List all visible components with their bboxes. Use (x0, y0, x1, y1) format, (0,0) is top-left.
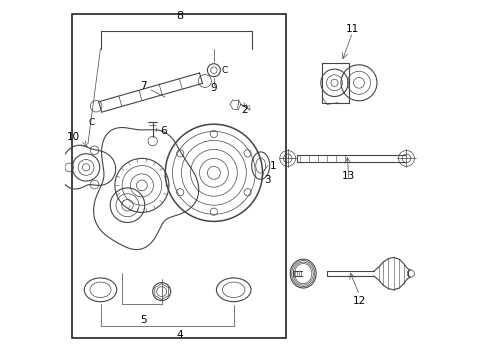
Text: C: C (88, 118, 95, 127)
Text: 12: 12 (352, 296, 366, 306)
Text: 7: 7 (140, 81, 147, 91)
Text: 10: 10 (67, 132, 80, 142)
Text: 5: 5 (140, 315, 147, 325)
Text: 4: 4 (176, 330, 183, 340)
Text: 6: 6 (160, 126, 166, 136)
Text: 2: 2 (241, 105, 247, 115)
Bar (72, 14, 285, 338)
Bar (321, 63, 348, 103)
Text: 1: 1 (269, 161, 276, 171)
Text: 9: 9 (210, 83, 217, 93)
Text: 13: 13 (342, 171, 355, 181)
Text: 11: 11 (345, 24, 358, 34)
Text: 8: 8 (176, 11, 183, 21)
Text: 3: 3 (264, 175, 271, 185)
Text: C: C (221, 66, 227, 75)
